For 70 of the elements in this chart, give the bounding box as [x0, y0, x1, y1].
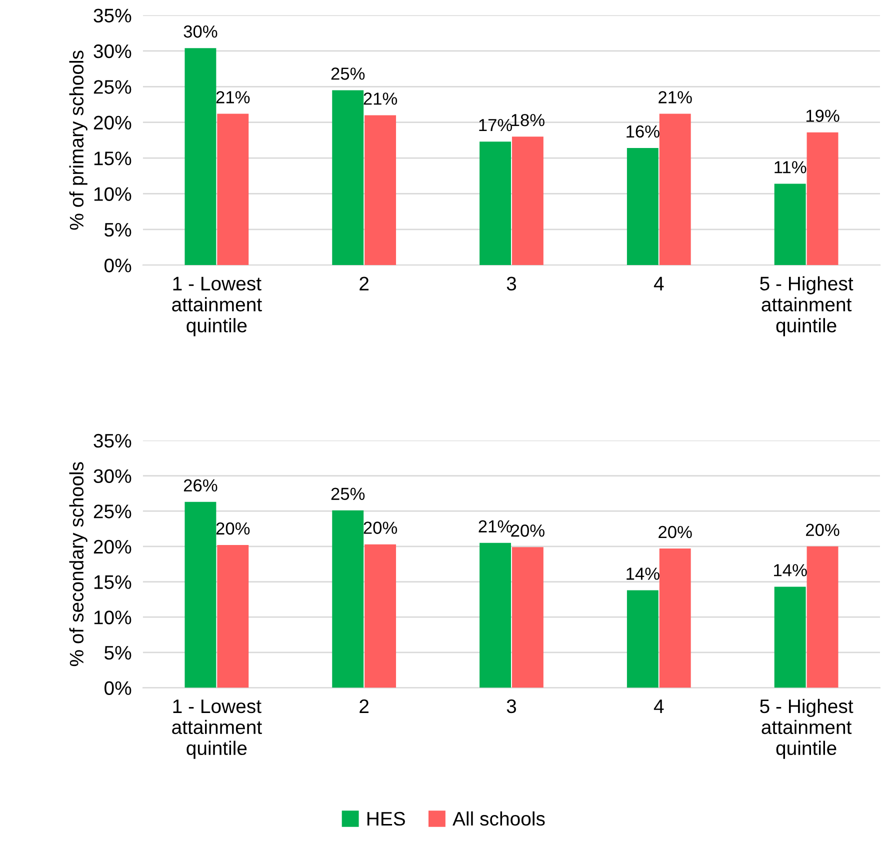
- y-tick-label: 20%: [94, 116, 132, 130]
- bar: [806, 546, 838, 688]
- y-tick-label: 30%: [94, 44, 132, 58]
- x-tick-label: 2: [360, 276, 369, 290]
- bar: [626, 590, 658, 688]
- bar: [364, 115, 396, 266]
- y-tick-label: 5%: [104, 646, 132, 660]
- y-tick-label: 25%: [94, 504, 132, 518]
- data-label: 20%: [806, 524, 840, 536]
- bar: [512, 136, 544, 266]
- bar: [184, 502, 216, 688]
- data-label: 25%: [331, 488, 365, 500]
- bar: [774, 586, 806, 688]
- data-label: 16%: [626, 125, 660, 138]
- bar: [217, 114, 249, 266]
- bar: [364, 544, 396, 688]
- y-axis-title: % of secondary schools: [69, 462, 88, 666]
- bar: [806, 132, 838, 266]
- y-tick-label: 30%: [94, 469, 132, 484]
- bar: [332, 90, 364, 266]
- bar: [512, 547, 544, 688]
- data-label: 21%: [478, 520, 512, 532]
- y-tick-label: 15%: [94, 152, 132, 166]
- x-tick-label: 2: [360, 699, 369, 713]
- data-label: 20%: [511, 524, 544, 537]
- bar: [332, 510, 364, 688]
- x-tick-label: 1 - Lowest attainment quintile: [172, 276, 262, 336]
- data-label: 21%: [364, 92, 398, 105]
- y-tick-label: 35%: [94, 8, 132, 22]
- x-tick-label: 3: [506, 699, 516, 714]
- x-tick-label: 5 - Highest attainment quintile: [760, 276, 854, 336]
- data-label: 14%: [626, 568, 660, 580]
- y-tick-label: 10%: [94, 187, 132, 201]
- x-tick-label: 4: [654, 276, 664, 290]
- y-tick-label: 0%: [104, 258, 132, 272]
- x-tick-label: 5 - Highest attainment quintile: [760, 698, 854, 759]
- bar: [626, 148, 658, 266]
- x-tick-label: 1 - Lowest attainment quintile: [172, 700, 262, 759]
- data-label: 30%: [184, 25, 218, 38]
- data-label: 14%: [774, 564, 807, 576]
- legend-label: HES: [367, 812, 405, 826]
- y-axis-title: % of primary schools: [69, 50, 88, 230]
- data-label: 20%: [216, 522, 250, 535]
- y-tick-label: 35%: [94, 434, 132, 448]
- y-tick-label: 5%: [104, 222, 132, 237]
- data-label: 11%: [774, 161, 806, 174]
- y-tick-label: 20%: [94, 540, 132, 554]
- bar: [480, 542, 511, 688]
- bar: [184, 48, 216, 266]
- y-tick-label: 0%: [104, 681, 132, 695]
- legend-label: All schools: [452, 811, 545, 826]
- data-label: 21%: [658, 91, 692, 104]
- data-label: 20%: [658, 526, 692, 538]
- data-label: 21%: [216, 91, 250, 104]
- bar: [659, 548, 691, 688]
- bar: [659, 114, 691, 266]
- y-tick-label: 15%: [94, 575, 132, 590]
- data-label: 18%: [512, 114, 544, 126]
- data-label: 26%: [184, 479, 218, 492]
- data-label: 20%: [364, 522, 398, 534]
- y-tick-label: 25%: [94, 80, 132, 94]
- x-tick-label: 3: [506, 276, 516, 291]
- bar: [217, 545, 249, 688]
- bar: [774, 184, 806, 266]
- data-label: 19%: [806, 110, 840, 122]
- bar: [480, 142, 511, 266]
- x-tick-label: 4: [654, 700, 664, 713]
- data-label: 17%: [479, 119, 512, 132]
- data-label: 25%: [331, 68, 365, 80]
- y-tick-label: 10%: [94, 610, 132, 624]
